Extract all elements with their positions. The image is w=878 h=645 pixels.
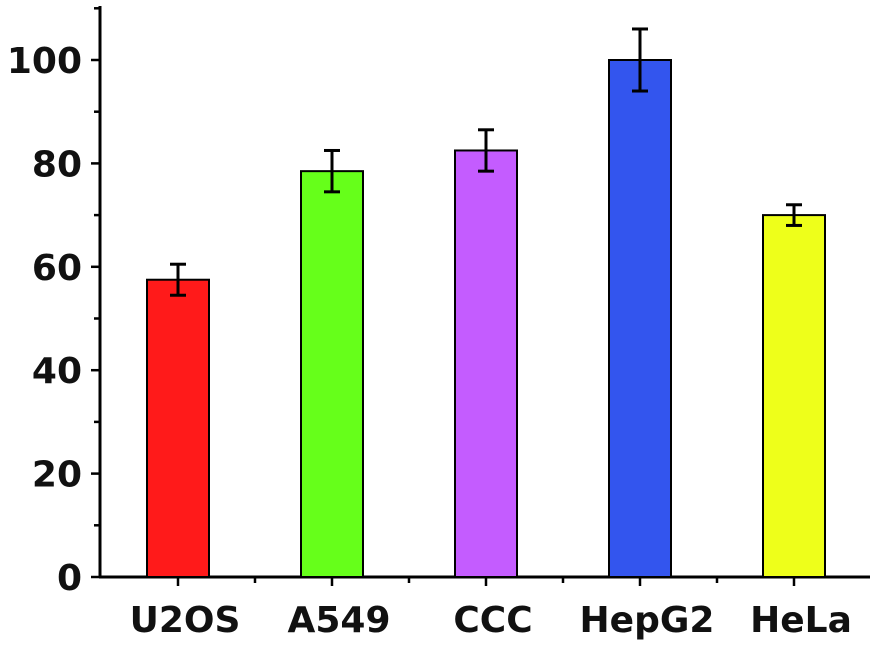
x-tick-label: U2OS (130, 600, 241, 641)
y-tick-label: 60 (32, 248, 82, 289)
y-tick-label: 0 (57, 558, 82, 599)
y-tick-label: 80 (32, 144, 82, 185)
bar-ccc (454, 149, 518, 578)
y-axis (91, 6, 102, 579)
y-tick-label: 100 (7, 41, 82, 82)
x-tick-label: HepG2 (580, 600, 715, 641)
x-tick-label: A549 (287, 600, 390, 641)
bars (146, 59, 826, 578)
bar-a549 (300, 170, 364, 578)
x-tick-labels: U2OS A549 CCC HepG2 HeLa (130, 600, 852, 641)
x-tick-label: HeLa (750, 600, 852, 641)
x-tick-label: CCC (453, 600, 532, 641)
y-tick-label: 40 (32, 351, 82, 392)
bar-u2os (146, 278, 210, 578)
y-tick-label: 20 (32, 455, 82, 496)
error-bars (170, 27, 802, 297)
bar-hepg2 (608, 59, 672, 578)
bar-hela (762, 214, 826, 578)
x-axis (99, 575, 870, 586)
y-tick-labels: 0 20 40 60 80 100 (7, 41, 82, 599)
